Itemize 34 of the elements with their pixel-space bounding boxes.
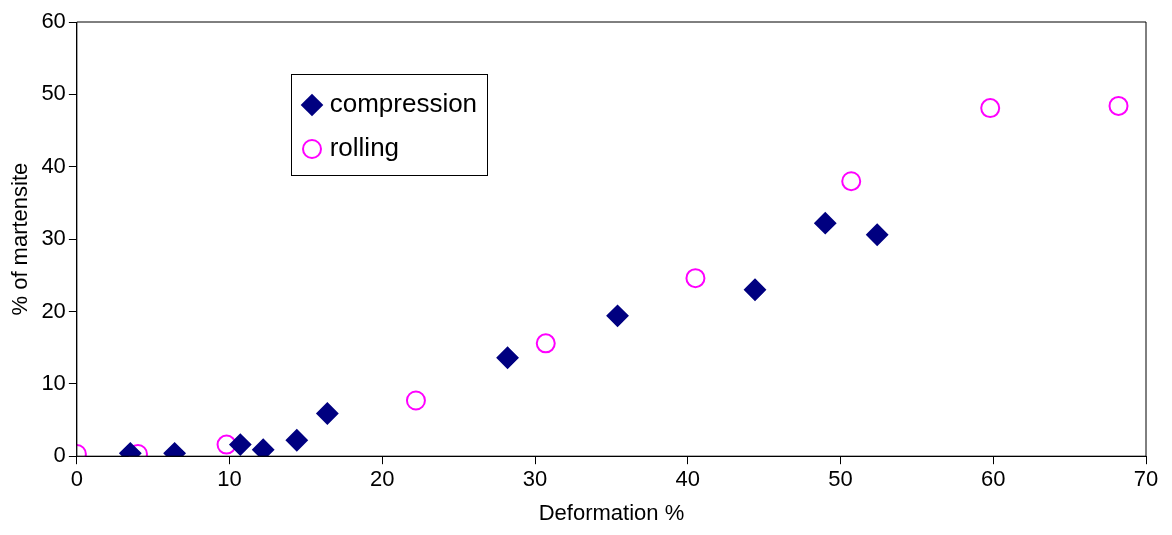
- point: [606, 304, 629, 327]
- y-tick-label: 30: [41, 225, 66, 251]
- point: [866, 223, 889, 246]
- x-axis-title: Deformation %: [538, 499, 685, 525]
- x-tick-label: 70: [1133, 466, 1159, 492]
- point: [814, 212, 837, 235]
- x-tick-label: 40: [675, 466, 701, 492]
- point: [285, 429, 308, 452]
- point: [744, 278, 766, 301]
- point: [841, 171, 862, 192]
- point: [252, 438, 275, 457]
- x-tick-label: 0: [70, 466, 83, 492]
- x-tick-label: 60: [981, 466, 1006, 492]
- point: [316, 402, 339, 425]
- point: [535, 333, 556, 354]
- point: [405, 390, 426, 411]
- x-tick-label: 10: [217, 466, 242, 492]
- y-tick-label: 60: [41, 8, 66, 34]
- y-tick-label: 10: [41, 369, 66, 395]
- y-tick-label: 20: [41, 297, 66, 323]
- legend-label: rolling: [329, 132, 400, 163]
- y-tick-label: 40: [41, 152, 66, 178]
- x-tick-label: 50: [828, 466, 853, 492]
- y-tick-label: 0: [53, 442, 66, 468]
- point: [496, 346, 519, 369]
- legend-label: compression: [329, 88, 478, 119]
- point: [229, 433, 252, 456]
- y-tick-label: 50: [41, 80, 66, 106]
- point: [1108, 95, 1129, 116]
- point: [685, 268, 706, 289]
- x-tick-label: 20: [370, 466, 395, 492]
- y-axis-title: % of martensite: [7, 162, 33, 316]
- point: [980, 98, 1001, 119]
- x-tick-label: 30: [522, 466, 548, 492]
